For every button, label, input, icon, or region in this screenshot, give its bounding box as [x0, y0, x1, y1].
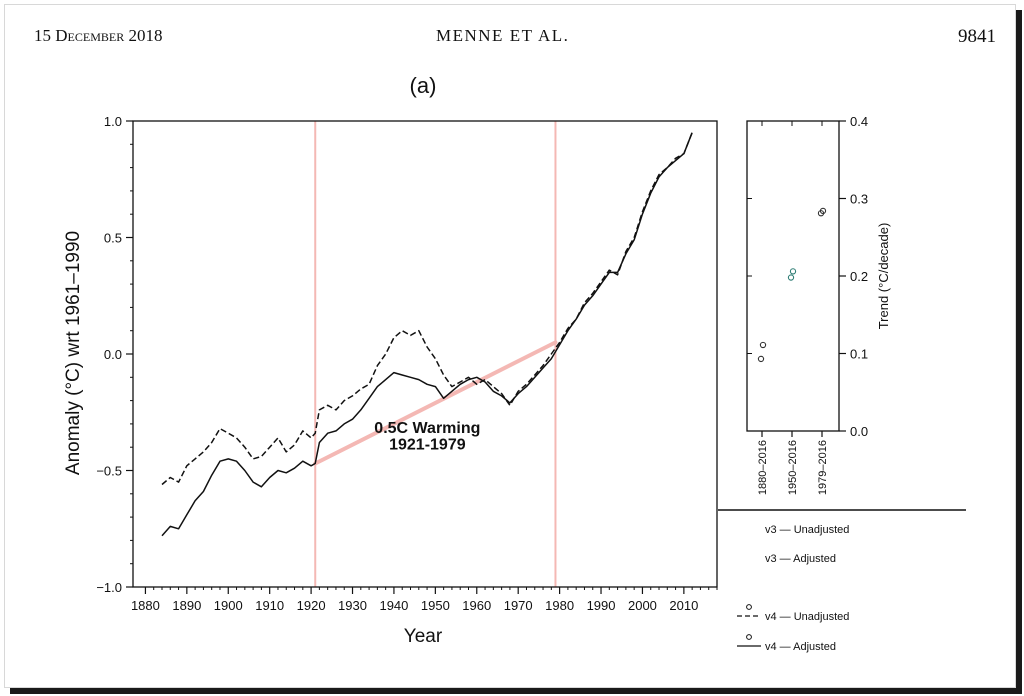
x-tick-label-1980: 1980	[545, 598, 574, 613]
legend-marker-sample	[746, 604, 752, 610]
page-date: 15 December 2018	[34, 26, 163, 45]
x-tick-label-2010: 2010	[669, 598, 698, 613]
x-tick-label-1990: 1990	[587, 598, 616, 613]
y-tick-label: −1.0	[96, 580, 122, 595]
x-tick-label-1890: 1890	[172, 598, 201, 613]
trend-overlay-line	[313, 340, 558, 466]
trend-point	[789, 268, 797, 275]
x-tick-label-1910: 1910	[255, 598, 284, 613]
y-tick-label: −0.5	[96, 464, 122, 479]
x-tick-label-2000: 2000	[628, 598, 657, 613]
x-tick-label-1880: 1880	[131, 598, 160, 613]
legend-entry-label: v4 — Unadjusted	[765, 611, 849, 623]
y-tick-label: 0.0	[104, 347, 122, 362]
figure-frame	[4, 4, 1016, 688]
running-head-authors: MENNE ET AL.	[436, 26, 570, 45]
x-tick-label-1960: 1960	[462, 598, 491, 613]
trend-annotation-line2: 1921-1979	[389, 437, 466, 454]
legend-entry-label: v4 — Adjusted	[765, 641, 836, 653]
trend-y-tick-label: 0.4	[850, 114, 868, 129]
trend-y-tick-label: 0.0	[850, 424, 868, 439]
main-plot-frame	[132, 120, 718, 588]
main-x-axis-label: Year	[404, 626, 443, 647]
series-line-dashed	[161, 132, 693, 486]
y-tick-label: 0.5	[104, 231, 122, 246]
trend-category-label: 1950–2016	[787, 440, 799, 495]
trend-point	[757, 355, 765, 363]
series-line-solid	[161, 132, 693, 537]
x-tick-label-1970: 1970	[504, 598, 533, 613]
panel-label: (a)	[410, 73, 437, 98]
trend-y-tick-label: 0.2	[850, 269, 868, 284]
x-tick-label-1930: 1930	[338, 598, 367, 613]
trend-category-label: 1880–2016	[757, 440, 769, 495]
trend-y-tick-label: 0.1	[850, 347, 868, 362]
x-tick-label-1950: 1950	[421, 598, 450, 613]
page-number: 9841	[958, 26, 996, 47]
y-tick-label: 1.0	[104, 114, 122, 129]
trend-y-axis-label: Trend (°C/decade)	[876, 223, 891, 330]
legend-entry-label: v3 — Unadjusted	[765, 524, 849, 536]
trend-point	[759, 341, 767, 349]
x-tick-label-1940: 1940	[379, 598, 408, 613]
trend-point	[787, 274, 795, 281]
trend-annotation-line1: 0.5C Warming	[374, 420, 480, 437]
trend-y-tick-label: 0.3	[850, 192, 868, 207]
legend-entry-label: v3 — Adjusted	[765, 553, 836, 565]
x-tick-label-1900: 1900	[214, 598, 243, 613]
main-y-axis-label: Anomaly (°C) wrt 1961–1990	[63, 231, 84, 475]
trend-point	[817, 210, 825, 217]
legend-marker-sample	[746, 634, 752, 640]
trend-category-label: 1979–2016	[817, 440, 829, 495]
x-tick-label-1920: 1920	[297, 598, 326, 613]
